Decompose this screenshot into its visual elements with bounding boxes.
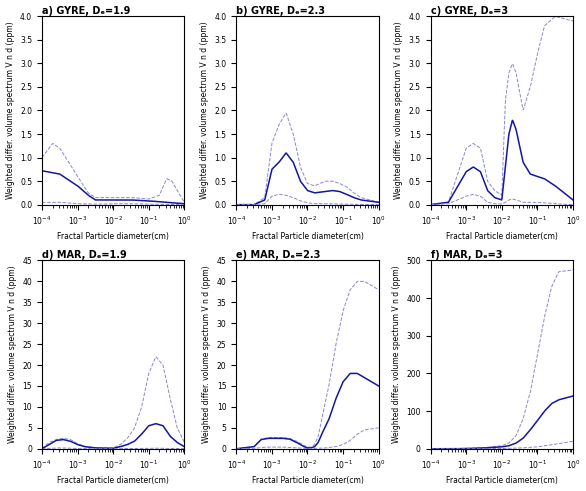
- Text: e) MAR, Dₑ=2.3: e) MAR, Dₑ=2.3: [236, 249, 321, 260]
- Y-axis label: Weighted differ. volume spectrum V n d (ppm): Weighted differ. volume spectrum V n d (…: [202, 266, 211, 443]
- Y-axis label: Weighted differ. volume spectrum V n d (ppm): Weighted differ. volume spectrum V n d (…: [200, 22, 209, 199]
- X-axis label: Fractal Particle diameter(cm): Fractal Particle diameter(cm): [446, 232, 558, 242]
- X-axis label: Fractal Particle diameter(cm): Fractal Particle diameter(cm): [251, 476, 363, 486]
- Y-axis label: Weighted differ. volume spectrum V n d (ppm): Weighted differ. volume spectrum V n d (…: [391, 266, 401, 443]
- X-axis label: Fractal Particle diameter(cm): Fractal Particle diameter(cm): [251, 232, 363, 242]
- Text: f) MAR, Dₑ=3: f) MAR, Dₑ=3: [431, 249, 502, 260]
- X-axis label: Fractal Particle diameter(cm): Fractal Particle diameter(cm): [57, 232, 169, 242]
- Text: d) MAR, Dₑ=1.9: d) MAR, Dₑ=1.9: [42, 249, 127, 260]
- Text: c) GYRE, Dₑ=3: c) GYRE, Dₑ=3: [431, 5, 507, 16]
- X-axis label: Fractal Particle diameter(cm): Fractal Particle diameter(cm): [57, 476, 169, 486]
- Text: a) GYRE, Dₑ=1.9: a) GYRE, Dₑ=1.9: [42, 5, 130, 16]
- X-axis label: Fractal Particle diameter(cm): Fractal Particle diameter(cm): [446, 476, 558, 486]
- Y-axis label: Weighted differ. volume spectrum V n d (ppm): Weighted differ. volume spectrum V n d (…: [8, 266, 17, 443]
- Text: b) GYRE, Dₑ=2.3: b) GYRE, Dₑ=2.3: [236, 5, 325, 16]
- Y-axis label: Weighted differ. volume spectrum V n d (ppm): Weighted differ. volume spectrum V n d (…: [394, 22, 403, 199]
- Y-axis label: Weighted differ. volume spectrum V n d (ppm): Weighted differ. volume spectrum V n d (…: [5, 22, 15, 199]
